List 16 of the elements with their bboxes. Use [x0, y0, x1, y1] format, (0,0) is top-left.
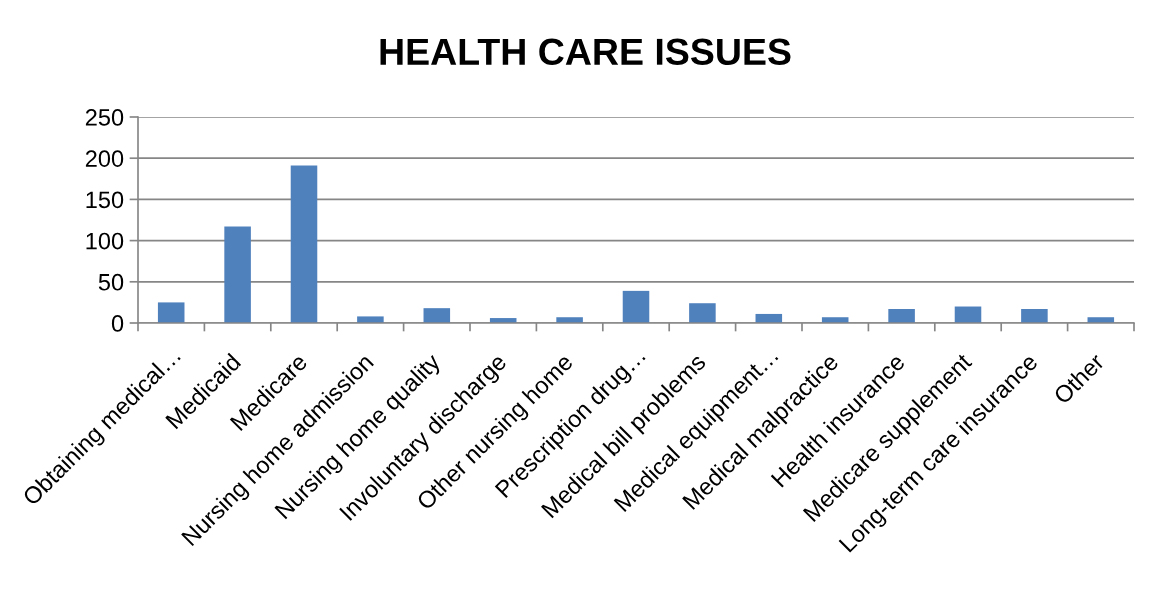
y-tick-label: 250 [85, 109, 124, 126]
y-tick-label: 100 [86, 232, 124, 250]
y-tick-label: 0 [111, 315, 124, 332]
y-tick-label: 200 [85, 150, 124, 167]
bar [157, 302, 185, 323]
bar [622, 290, 650, 323]
bar [423, 308, 451, 323]
y-tick-label: 150 [86, 191, 124, 209]
chart-title: HEALTH CARE ISSUES [380, 38, 791, 66]
bar [888, 308, 915, 323]
bar [290, 165, 318, 323]
bar [1021, 308, 1048, 323]
bar [224, 226, 251, 323]
bar [689, 303, 716, 323]
bar [357, 316, 384, 323]
y-tick-label: 50 [98, 273, 124, 291]
